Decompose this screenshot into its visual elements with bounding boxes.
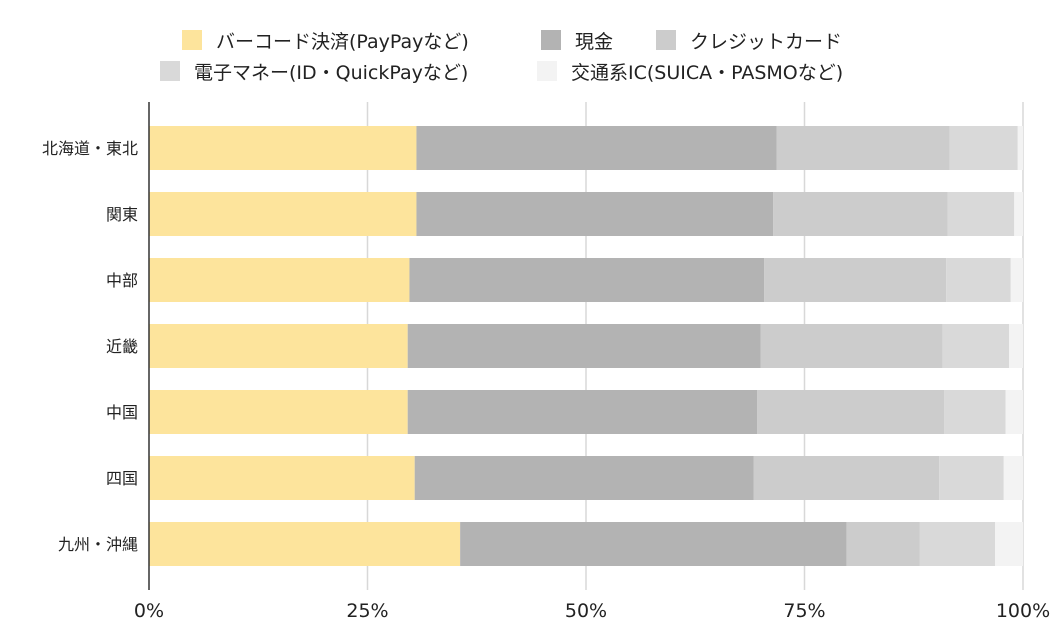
legend-label-credit: クレジットカード [690, 30, 843, 53]
bar-5-3 [939, 456, 1004, 500]
bar-2-4 [1010, 258, 1023, 302]
legend-item-transit-ic: 交通系IC(SUICA・PASMOなど) [537, 56, 843, 86]
bar-6-4 [995, 522, 1023, 566]
bar-6-3 [919, 522, 996, 566]
bar-0-0 [149, 126, 417, 170]
y-tick-label-5: 四国 [106, 469, 138, 488]
bar-1-4 [1014, 192, 1023, 236]
y-tick-label-4: 中国 [106, 403, 138, 422]
x-tick-label-1: 25% [346, 600, 388, 622]
bar-2-2 [764, 258, 947, 302]
legend-swatch-credit [656, 30, 676, 50]
bar-6-2 [846, 522, 920, 566]
legend-label-emoney: 電子マネー(ID・QuickPayなど) [194, 61, 469, 84]
bar-6-1 [460, 522, 847, 566]
bar-4-4 [1005, 390, 1023, 434]
x-axis-labels: 0% 25% 50% 75% 100% [134, 600, 1050, 622]
legend-label-barcode: バーコード決済(PayPayなど) [216, 30, 469, 53]
x-tick-label-0: 0% [134, 600, 164, 622]
legend-item-barcode: バーコード決済(PayPayなど) [182, 25, 469, 55]
bar-1-3 [947, 192, 1015, 236]
bar-0-3 [949, 126, 1018, 170]
bar-3-1 [407, 324, 761, 368]
y-tick-label-0: 北海道・東北 [42, 139, 138, 158]
legend-item-emoney: 電子マネー(ID・QuickPayなど) [160, 56, 468, 86]
x-tick-label-4: 100% [996, 600, 1050, 622]
bar-5-0 [149, 456, 415, 500]
bar-4-3 [944, 390, 1006, 434]
legend-row-2: 電子マネー(ID・QuickPayなど) 交通系IC(SUICA・PASMOなど… [0, 56, 1058, 86]
bar-3-4 [1009, 324, 1023, 368]
bar-0-1 [416, 126, 777, 170]
legend-swatch-transit-ic [537, 61, 557, 81]
legend-swatch-cash [541, 30, 561, 50]
bar-4-1 [407, 390, 758, 434]
bar-5-2 [753, 456, 940, 500]
bar-2-1 [409, 258, 765, 302]
bar-1-1 [416, 192, 774, 236]
bar-2-0 [149, 258, 410, 302]
x-tick-label-3: 75% [783, 600, 825, 622]
y-tick-label-2: 中部 [106, 271, 138, 290]
legend-swatch-emoney [160, 61, 180, 81]
bar-3-3 [942, 324, 1010, 368]
y-tick-label-3: 近畿 [106, 337, 138, 356]
bars [149, 126, 1023, 566]
legend-label-cash: 現金 [575, 30, 614, 53]
legend-label-transit-ic: 交通系IC(SUICA・PASMOなど) [571, 61, 844, 84]
bar-1-2 [773, 192, 948, 236]
bar-5-1 [414, 456, 754, 500]
bar-2-3 [946, 258, 1011, 302]
legend-item-credit: クレジットカード [656, 25, 842, 55]
legend-item-cash: 現金 [541, 25, 613, 55]
bar-3-2 [760, 324, 943, 368]
bar-5-4 [1003, 456, 1023, 500]
bar-0-4 [1017, 126, 1023, 170]
x-tick-label-2: 50% [565, 600, 607, 622]
bar-1-0 [149, 192, 417, 236]
bar-4-0 [149, 390, 408, 434]
y-tick-label-6: 九州・沖縄 [58, 535, 138, 554]
bar-6-0 [149, 522, 461, 566]
y-tick-label-1: 関東 [106, 205, 138, 224]
legend-row-1: バーコード決済(PayPayなど) 現金 クレジットカード [0, 25, 1058, 55]
bar-0-2 [776, 126, 950, 170]
legend-swatch-barcode [182, 30, 202, 50]
bar-3-0 [149, 324, 408, 368]
bar-4-2 [757, 390, 945, 434]
